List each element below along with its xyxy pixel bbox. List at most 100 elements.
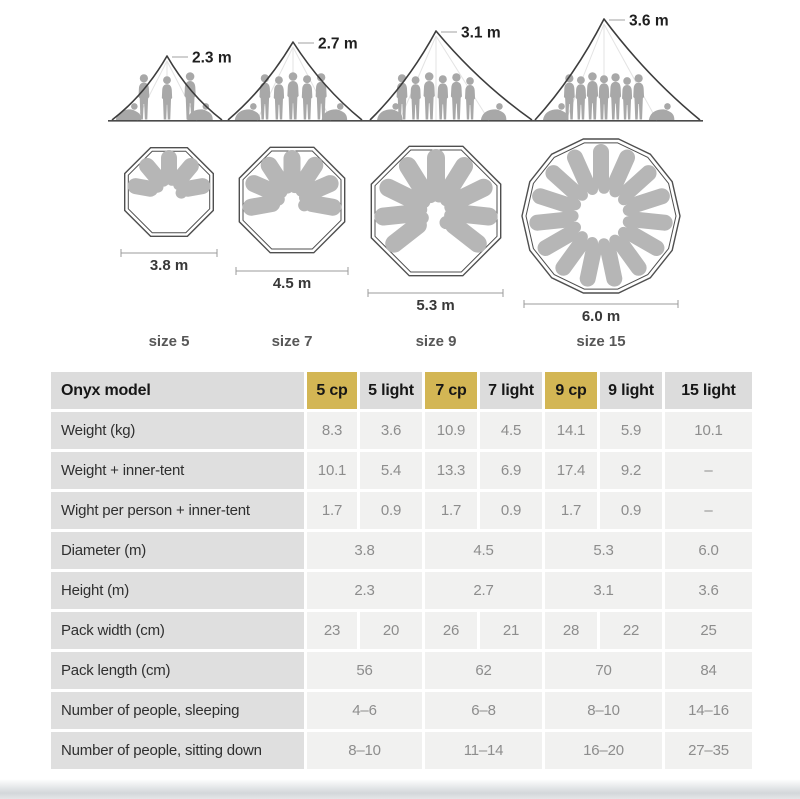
pad-body [555,236,589,276]
pad-head [598,238,610,250]
sleeping-pad-icon [593,144,610,194]
spec-value-cell: 14–16 [665,692,752,729]
table-row: Pack length (cm) 56 62 70 84 [51,652,752,689]
diameter-label: 4.5 m [273,275,311,292]
spec-value-cell: 5.4 [360,452,422,489]
tent-side-view-1: 2.3 m [111,50,232,121]
tent-outline [369,30,533,121]
pad-body [302,175,339,201]
spec-value-cell: 1.7 [425,492,477,529]
pad-body [127,178,159,197]
tent-height-label: 2.7 m [318,36,358,53]
pad-body [566,149,595,193]
floor-plan-size-9: 5.3 m size 9 [367,145,504,350]
pad-body [445,216,487,253]
spec-value-cell: 0.9 [480,492,542,529]
floor-outline-inner [374,149,498,273]
column-header-7-light: 7 light [480,372,542,409]
row-label: Weight (kg) [51,412,304,449]
column-header-9-cp: 9 cp [545,372,597,409]
pad-body [379,178,425,210]
table-row: Diameter (m) 3.8 4.5 5.3 6.0 [51,532,752,569]
row-label: Pack width (cm) [51,612,304,649]
pad-body [613,236,647,276]
diameter-label: 6.0 m [582,308,620,325]
sleeping-pad-icon [566,149,599,195]
spec-value-cell: 10.1 [307,452,357,489]
pad-head [175,187,188,199]
pad-body [447,178,493,210]
pad-body [179,178,211,197]
table-row: Wight per person + inner-tent 1.7 0.9 1.7 0.… [51,492,752,529]
sleeping-pad-icon [579,237,602,287]
spec-value-cell: 3.6 [665,572,752,609]
floor-plan-size-5: 3.8 m size 5 [120,146,218,350]
spec-value-cell: 8–10 [545,692,662,729]
pad-head [439,216,453,230]
row-label: Number of people, sleeping [51,692,304,729]
size-label: size 15 [576,333,625,350]
row-label: Pack length (cm) [51,652,304,689]
spec-value-cell: 1.7 [545,492,597,529]
tent-side-view-2: 2.7 m [227,36,363,121]
tent-outline [111,55,223,121]
spec-value-cell: 5.9 [600,412,662,449]
pad-body [385,216,427,253]
floor-plan-size-7: 4.5 m size 7 [235,146,349,350]
spec-value-cell: 0.9 [360,492,422,529]
pad-body [439,157,474,201]
pad-body [173,157,199,186]
pad-head [298,199,311,212]
pad-body [294,156,324,192]
tent-height-label: 3.6 m [629,13,669,30]
sleeping-pad-icon [532,188,582,214]
sleeping-pad-icon [439,216,487,253]
row-label: Weight + inner-tent [51,452,304,489]
pad-head [586,183,599,195]
size-label: size 7 [272,333,313,350]
pad-body [303,195,342,216]
spec-value-cell: – [665,452,752,489]
spec-value-cell: 10.9 [425,412,477,449]
sleeping-pad-icon [607,149,636,198]
pad-head [586,237,599,249]
pad-body [161,150,177,181]
tent-height-label: 2.3 m [192,50,232,67]
column-header-5-cp: 5 cp [307,372,357,409]
spec-value-cell: 6.0 [665,532,752,569]
spec-value-cell: 6.9 [480,452,542,489]
pad-head [609,185,621,198]
spec-value-cell: 3.1 [545,572,662,609]
pad-body [579,242,602,287]
spec-value-cell: 8–10 [307,732,422,769]
pad-body [260,156,290,192]
spec-value-cell: 25 [665,612,752,649]
table-row: Pack width (cm) 23 20 26 21 28 22 25 [51,612,752,649]
page-bottom-shadow [0,779,800,799]
pad-head [598,182,610,194]
size-label: size 5 [149,333,190,350]
table-row: Weight + inner-tent 10.1 5.4 13.3 6.9 17.4 9.2… [51,452,752,489]
sleeping-pad-icon [555,231,589,276]
column-header-5-light: 5 light [360,372,422,409]
spec-value-cell: 4–6 [307,692,422,729]
pad-body [245,175,282,201]
sleeping-pad-icon [298,195,342,216]
pad-head [617,226,630,239]
spec-value-cell: 13.3 [425,452,477,489]
sleeping-pad-icon [622,211,673,231]
pad-body [529,211,575,231]
pad-body [619,165,657,201]
spec-value-cell: 8.3 [307,412,357,449]
pad-body [398,157,433,201]
pad-body [593,144,609,189]
spec-value-cell: 28 [545,612,597,649]
pad-body [627,211,673,231]
table-row: Number of people, sitting down 8–10 11–14 1… [51,732,752,769]
sleeping-pad-icon [617,225,665,256]
sleeping-pad-icon [529,210,579,231]
floor-outline-inner [242,150,342,250]
spec-value-cell: 5.3 [545,532,662,569]
tent-size-diagram: 2.3 m 2.7 m 3.1 m 3.6 m 3.8 m size 5 4.5 m siz… [108,13,703,350]
